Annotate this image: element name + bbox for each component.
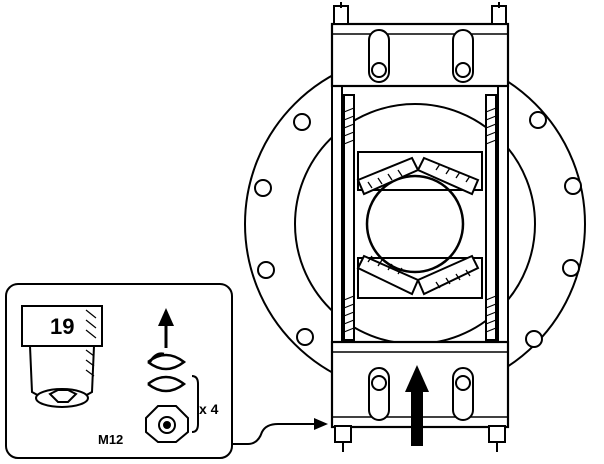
jaw-backing-plates	[357, 151, 483, 299]
arrow-shaft	[411, 390, 423, 446]
roller	[371, 375, 387, 391]
right-inner-rod	[485, 94, 497, 341]
right-outer-rod	[497, 84, 509, 348]
left-inner-rod	[343, 94, 355, 341]
bolt-hole	[564, 177, 582, 195]
lower-jaw-plate	[357, 257, 483, 299]
bolt-hole	[296, 328, 314, 346]
nut	[491, 5, 507, 25]
left-outer-rod	[331, 84, 343, 348]
jaw-pad	[416, 254, 480, 296]
upper-jaw-plate	[357, 151, 483, 191]
roller	[455, 375, 471, 391]
nut	[334, 425, 352, 443]
arrow-head	[405, 365, 429, 392]
bottom-bar-slots	[368, 367, 474, 421]
rod-threads	[343, 107, 497, 333]
bolt-hole	[293, 113, 311, 131]
bolt-hole	[254, 179, 272, 197]
roller	[371, 62, 387, 78]
removal-arrow-icon	[158, 308, 174, 348]
flange-bolt-holes	[254, 111, 582, 348]
hex-nut-icon	[145, 405, 189, 443]
spring-washer-icon	[147, 352, 187, 393]
nut	[333, 5, 349, 25]
callout-box: 19 x 4 M12	[5, 283, 233, 459]
nut	[488, 425, 506, 443]
callout-leader-arrow	[232, 418, 328, 445]
lower-jaw-pads	[356, 254, 480, 296]
bolt-hole	[562, 259, 580, 277]
bolt-hole	[257, 261, 275, 279]
roller	[455, 62, 471, 78]
jaw-pad-hatching	[367, 163, 471, 289]
quantity-bracket	[191, 375, 199, 433]
socket-hex	[48, 389, 78, 403]
wrench-size-label: 19	[50, 314, 74, 339]
bottom-rod-nuts	[334, 425, 506, 452]
clamp-crossbars	[330, 22, 510, 429]
bolt-hole	[525, 330, 543, 348]
pipe-bore	[365, 174, 465, 274]
socket-knurl	[85, 309, 97, 377]
quantity-label: x 4	[199, 401, 219, 417]
jaw-pad	[356, 254, 420, 296]
bolt-hole	[529, 111, 547, 129]
bolt-size-label: M12	[98, 432, 123, 447]
tighten-arrow	[405, 365, 429, 446]
top-rod-nuts	[333, 2, 507, 25]
top-bar-slots	[368, 29, 474, 83]
